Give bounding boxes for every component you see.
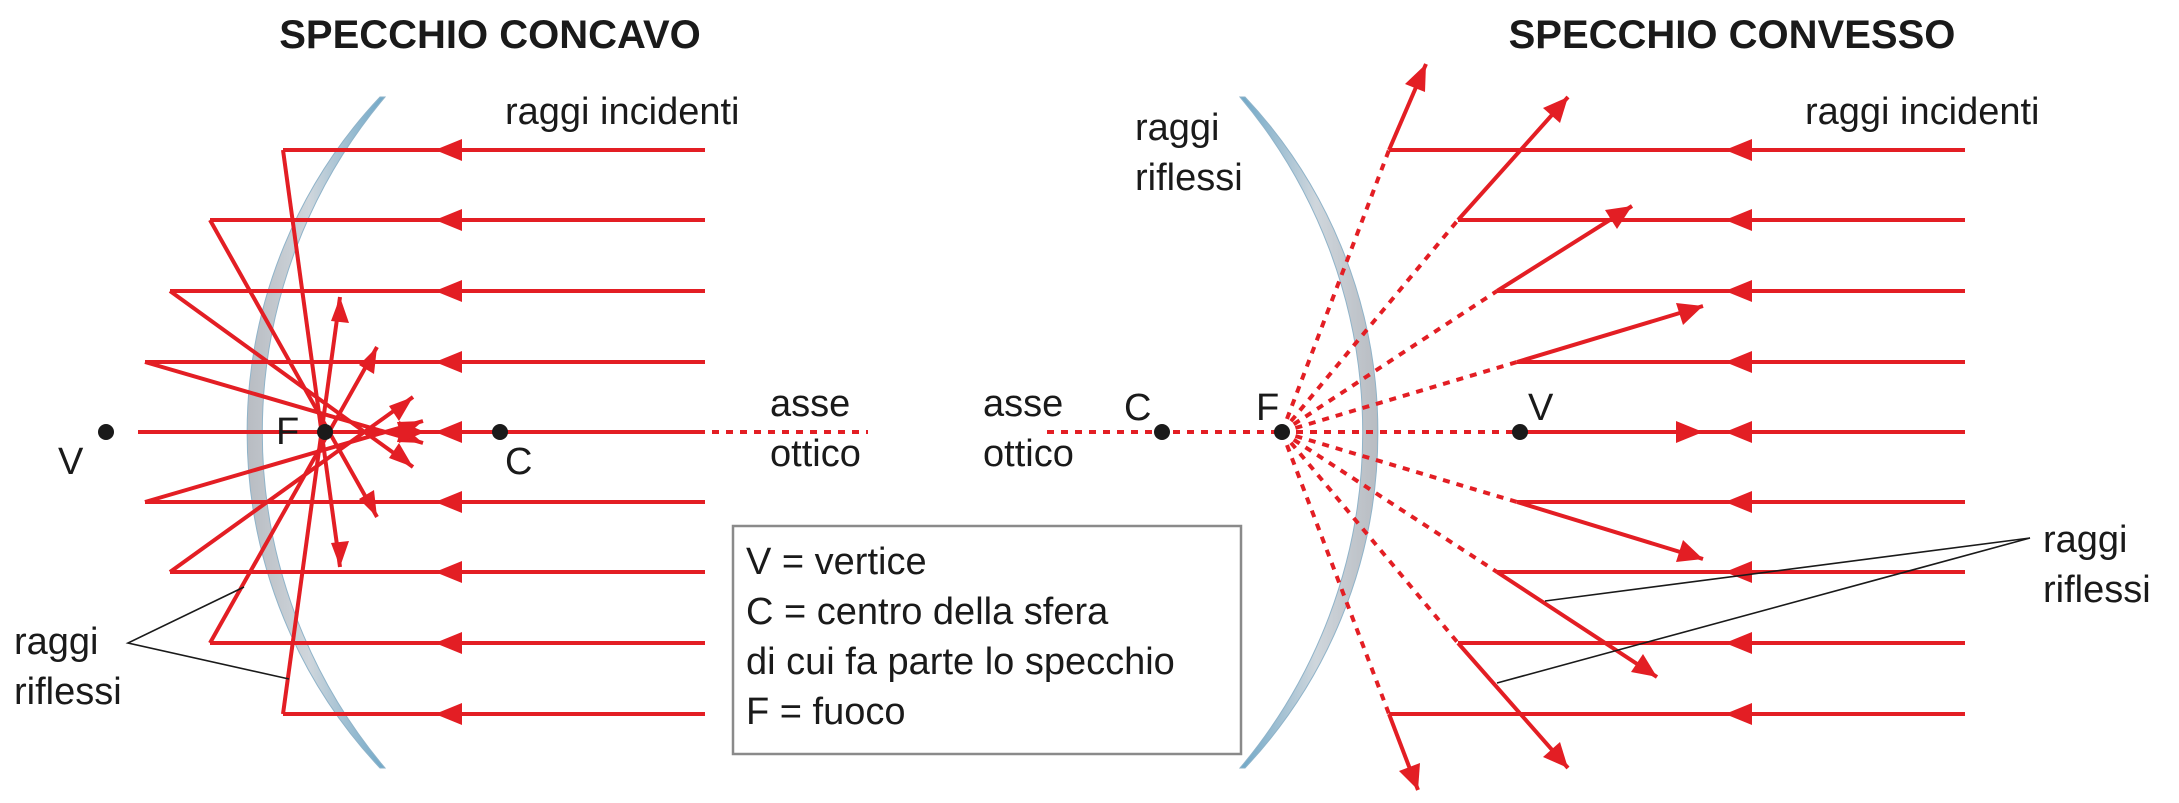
- concave-mirror: [246, 96, 387, 769]
- concave-center-label: C: [505, 441, 532, 483]
- incident-ray-6: [170, 561, 705, 583]
- convex-incident-ray-2: [1458, 209, 1965, 231]
- convex-focus-label: F: [1256, 387, 1279, 429]
- concave-vertex-label: V: [58, 441, 84, 483]
- concave-title: SPECCHIO CONCAVO: [279, 13, 701, 57]
- legend-focus: F = fuoco: [746, 691, 905, 733]
- convex-vertex-point: V: [1512, 387, 1554, 440]
- convex-incident-ray-6: [1497, 561, 1965, 583]
- concave-reflected-label-2: riflessi: [14, 671, 122, 713]
- convex-incident-ray-7: [1458, 632, 1965, 654]
- convex-title: SPECCHIO CONVESSO: [1509, 13, 1956, 57]
- concave-axis-label-2: ottico: [770, 433, 861, 475]
- convex-focus-point: F: [1256, 387, 1290, 440]
- convex-center-label: C: [1124, 387, 1151, 429]
- concave-focus-point: F: [276, 411, 333, 453]
- convex-center-point: C: [1124, 387, 1170, 440]
- convex-incident-ray-3: [1497, 280, 1965, 302]
- convex-virtual-rays: [1280, 149, 1520, 715]
- incident-ray-5: [145, 491, 705, 513]
- legend-vertex: V = vertice: [746, 541, 927, 583]
- legend-center: C = centro della sfera: [746, 591, 1109, 633]
- concave-reflected-label-1: raggi: [14, 621, 99, 663]
- incident-ray-4: [145, 351, 705, 373]
- incident-ray-8: [283, 703, 705, 725]
- convex-incident-label: raggi incidenti: [1805, 91, 2039, 133]
- convex-incident-ray-8: [1389, 703, 1965, 725]
- convex-reflected-bottom-label-2: riflessi: [2043, 569, 2151, 611]
- convex-incident-ray-1: [1389, 139, 1965, 161]
- incident-ray-2: [210, 209, 705, 231]
- concave-diagram: SPECCHIO CONCAVO raggi incidenti: [14, 13, 868, 769]
- convex-reflected-top-label-2: riflessi: [1135, 157, 1243, 199]
- convex-incident-ray-5: [1517, 491, 1965, 513]
- concave-incident-label: raggi incidenti: [505, 91, 739, 133]
- concave-focus-label: F: [276, 411, 299, 453]
- incident-ray-1: [283, 139, 705, 161]
- convex-reflected-arrowheads: [1399, 64, 1703, 790]
- convex-axis-label-1: asse: [983, 383, 1063, 425]
- concave-center-point: C: [492, 424, 532, 483]
- incident-ray-3: [170, 280, 705, 302]
- convex-incident-ray-4: [1517, 351, 1965, 373]
- convex-axis-label-2: ottico: [983, 433, 1074, 475]
- legend-center-cont: di cui fa parte lo specchio: [746, 641, 1175, 683]
- concave-axis-label-1: asse: [770, 383, 850, 425]
- incident-ray-7: [210, 632, 705, 654]
- convex-reflected-bottom-label-1: raggi: [2043, 519, 2128, 561]
- legend-box: V = vertice C = centro della sfera di cu…: [731, 524, 1243, 756]
- concave-reflected-leader: [125, 586, 290, 680]
- convex-mirror: [1238, 96, 1379, 769]
- concave-vertex-point: V: [58, 424, 114, 483]
- concave-reflected-arrowheads: [331, 297, 425, 567]
- convex-diagram: SPECCHIO CONVESSO raggi incidenti: [983, 13, 2151, 791]
- convex-vertex-label: V: [1528, 387, 1554, 429]
- convex-reflected-rays: [1387, 63, 1704, 791]
- convex-reflected-leader: [1496, 537, 2031, 684]
- concave-reflected-rays: [138, 149, 425, 715]
- convex-reflected-top-label-1: raggi: [1135, 107, 1220, 149]
